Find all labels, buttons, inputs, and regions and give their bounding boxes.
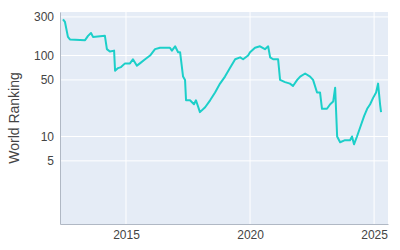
y-tick: 5 <box>47 154 60 168</box>
x-axis: 2015 2020 2025 <box>61 224 389 242</box>
x-tick: 2015 <box>113 224 140 242</box>
y-grid-line <box>60 55 388 56</box>
x-axis-line <box>61 224 389 225</box>
grid <box>60 12 388 224</box>
plot: 2015 2020 2025 5 10 50 100 300 <box>34 10 389 241</box>
x-tick-label: 2015 <box>113 228 140 242</box>
y-grid-line <box>60 16 388 17</box>
y-grid-line <box>60 136 388 137</box>
y-tick-label: 100 <box>34 49 54 63</box>
y-tick: 300 <box>34 10 60 24</box>
marks <box>63 19 381 144</box>
y-axis-line <box>60 13 61 225</box>
y-axis-title: World Ranking <box>6 72 22 164</box>
chart: 2015 2020 2025 5 10 50 100 300 World Ranking <box>0 0 400 250</box>
y-grid-line <box>60 160 388 161</box>
x-tick-label: 2025 <box>361 228 388 242</box>
y-tick: 10 <box>41 130 60 144</box>
y-tick-label: 10 <box>41 130 55 144</box>
x-tick-label: 2020 <box>237 228 264 242</box>
ranking-line <box>63 19 381 144</box>
y-tick: 50 <box>41 73 60 87</box>
y-axis: 5 10 50 100 300 <box>34 10 61 224</box>
x-tick: 2025 <box>361 224 388 242</box>
y-tick-label: 5 <box>47 154 54 168</box>
x-grid-line <box>125 12 126 224</box>
y-tick-label: 300 <box>34 10 54 24</box>
x-grid-line <box>250 12 251 224</box>
y-tick-label: 50 <box>41 73 55 87</box>
plot-background <box>60 12 388 224</box>
y-tick: 100 <box>34 49 60 63</box>
x-grid-line <box>374 12 375 224</box>
x-tick: 2020 <box>237 224 264 242</box>
